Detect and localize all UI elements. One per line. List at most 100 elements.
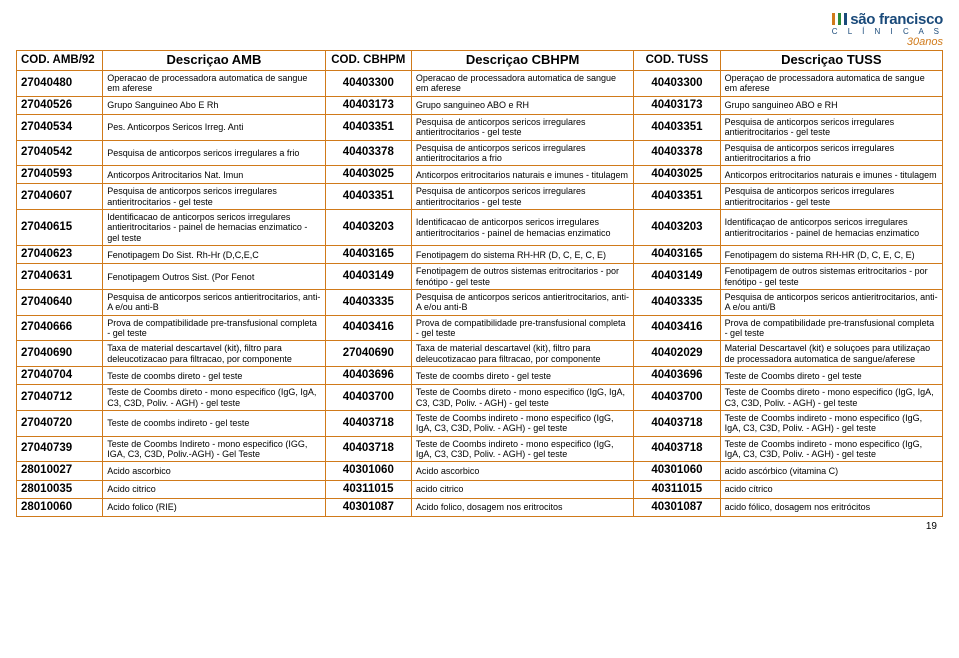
cell-desc: acido citrico <box>411 480 633 498</box>
cell-desc: Teste de Coombs Indireto - mono especifi… <box>103 436 325 462</box>
col-desc-cbhpm: Descriçao CBHPM <box>411 51 633 71</box>
cell-code: 27040631 <box>17 264 103 290</box>
cell-desc: Fenotipagem de outros sistemas eritrocit… <box>411 264 633 290</box>
cell-desc: Teste de coombs direto - gel teste <box>103 367 325 385</box>
cell-desc: Pesquisa de anticorpos sericos antieritr… <box>103 290 325 316</box>
table-row: 27040666Prova de compatibilidade pre-tra… <box>17 315 943 341</box>
cell-code: 40301087 <box>325 498 411 516</box>
cell-code: 27040690 <box>17 341 103 367</box>
cell-desc: Acido folico, dosagem nos eritrocitos <box>411 498 633 516</box>
cell-desc: Identificaçao de anticorpos sericos irre… <box>720 210 942 246</box>
cell-code: 40403149 <box>325 264 411 290</box>
col-cod-cbhpm: COD. CBHPM <box>325 51 411 71</box>
cell-code: 40403203 <box>325 210 411 246</box>
cell-desc: Prova de compatibilidade pre-transfusion… <box>103 315 325 341</box>
cell-desc: Acido ascorbico <box>411 462 633 480</box>
cell-desc: Teste de Coombs indireto - mono especifi… <box>411 436 633 462</box>
cell-code: 27040534 <box>17 114 103 140</box>
table-row: 27040720Teste de coombs indireto - gel t… <box>17 411 943 437</box>
table-row: 28010035Acido citrico40311015acido citri… <box>17 480 943 498</box>
cell-code: 40403378 <box>325 140 411 166</box>
cell-code: 40403416 <box>325 315 411 341</box>
cell-code: 40402029 <box>634 341 720 367</box>
cell-desc: Anticorpos eritrocitarios naturais e imu… <box>411 166 633 184</box>
cell-desc: Teste de Coombs indireto - mono especifi… <box>411 411 633 437</box>
codes-table: COD. AMB/92 Descriçao AMB COD. CBHPM Des… <box>16 50 943 517</box>
cell-desc: acido cítrico <box>720 480 942 498</box>
col-desc-amb: Descriçao AMB <box>103 51 325 71</box>
cell-desc: Taxa de material descartavel (kit), filt… <box>411 341 633 367</box>
cell-code: 40403203 <box>634 210 720 246</box>
brand-sub: C L Í N I C A S <box>832 28 943 36</box>
cell-desc: Teste de Coombs direto - gel teste <box>720 367 942 385</box>
brand-name: são francisco <box>832 12 943 27</box>
table-row: 27040534Pes. Anticorpos Sericos Irreg. A… <box>17 114 943 140</box>
cell-desc: Pesquisa de anticorpos sericos irregular… <box>103 184 325 210</box>
table-row: 27040526Grupo Sanguineo Abo E Rh40403173… <box>17 96 943 114</box>
table-row: 27040631Fenotipagem Outros Sist. (Por Fe… <box>17 264 943 290</box>
cell-desc: Operaçao de processadora automatica de s… <box>720 70 942 96</box>
cell-code: 27040526 <box>17 96 103 114</box>
cell-desc: acido ascórbico (vitamina C) <box>720 462 942 480</box>
cell-desc: Material Descartavel (kit) e soluçoes pa… <box>720 341 942 367</box>
cell-desc: Teste de Coombs direto - mono especifico… <box>720 385 942 411</box>
cell-code: 40301087 <box>634 498 720 516</box>
stripe-icon <box>838 13 841 25</box>
cell-desc: Acido folico (RIE) <box>103 498 325 516</box>
cell-code: 40403718 <box>325 436 411 462</box>
cell-desc: Prova de compatibilidade pre-transfusion… <box>411 315 633 341</box>
cell-desc: Grupo sanguineo ABO e RH <box>411 96 633 114</box>
cell-desc: Teste de Coombs indireto - mono especifi… <box>720 411 942 437</box>
table-row: 27040704Teste de coombs direto - gel tes… <box>17 367 943 385</box>
table-row: 28010060Acido folico (RIE)40301087Acido … <box>17 498 943 516</box>
cell-desc: Teste de Coombs indireto - mono especifi… <box>720 436 942 462</box>
cell-desc: Pesquisa de anticorpos sericos antieritr… <box>720 290 942 316</box>
cell-desc: Identificacao de anticorpos sericos irre… <box>411 210 633 246</box>
cell-code: 40403351 <box>325 114 411 140</box>
cell-code: 40403165 <box>634 246 720 264</box>
table-row: 27040712Teste de Coombs direto - mono es… <box>17 385 943 411</box>
cell-desc: Teste de coombs indireto - gel teste <box>103 411 325 437</box>
cell-code: 28010035 <box>17 480 103 498</box>
cell-desc: Teste de Coombs direto - mono especifico… <box>103 385 325 411</box>
cell-desc: Fenotipagem de outros sistemas eritrocit… <box>720 264 942 290</box>
cell-code: 40403300 <box>634 70 720 96</box>
table-body: 27040480Operacao de processadora automat… <box>17 70 943 516</box>
cell-desc: Fenotipagem do sistema RH-HR (D, C, E, C… <box>720 246 942 264</box>
brand-name-text: são francisco <box>850 11 943 28</box>
cell-code: 27040720 <box>17 411 103 437</box>
cell-code: 40301060 <box>634 462 720 480</box>
cell-code: 28010060 <box>17 498 103 516</box>
cell-desc: Grupo sanguineo ABO e RH <box>720 96 942 114</box>
table-row: 27040623Fenotipagem Do Sist. Rh-Hr (D,C,… <box>17 246 943 264</box>
cell-desc: Pesquisa de anticorpos sericos irregular… <box>720 114 942 140</box>
table-row: 27040593Anticorpos Aritrocitarios Nat. I… <box>17 166 943 184</box>
cell-desc: Fenotipagem do sistema RH-HR (D, C, E, C… <box>411 246 633 264</box>
cell-code: 27040607 <box>17 184 103 210</box>
brand-years: 30anos <box>832 37 943 48</box>
cell-code: 40403335 <box>325 290 411 316</box>
cell-desc: Pesquisa de anticorpos sericos irregular… <box>411 114 633 140</box>
cell-code: 40403025 <box>634 166 720 184</box>
cell-code: 40403700 <box>325 385 411 411</box>
cell-code: 27040712 <box>17 385 103 411</box>
cell-code: 40403351 <box>634 114 720 140</box>
table-row: 27040480Operacao de processadora automat… <box>17 70 943 96</box>
cell-code: 27040615 <box>17 210 103 246</box>
cell-code: 40311015 <box>634 480 720 498</box>
cell-desc: Anticorpos eritrocitarios naturais e imu… <box>720 166 942 184</box>
cell-code: 40403696 <box>325 367 411 385</box>
cell-desc: Pesquisa de anticorpos sericos irregular… <box>720 184 942 210</box>
cell-code: 27040480 <box>17 70 103 96</box>
stripe-icon <box>844 13 847 25</box>
cell-code: 40403335 <box>634 290 720 316</box>
stripe-icon <box>832 13 835 25</box>
cell-code: 40403378 <box>634 140 720 166</box>
cell-code: 40403696 <box>634 367 720 385</box>
col-cod-amb: COD. AMB/92 <box>17 51 103 71</box>
cell-desc: Grupo Sanguineo Abo E Rh <box>103 96 325 114</box>
cell-code: 40403300 <box>325 70 411 96</box>
cell-desc: Pes. Anticorpos Sericos Irreg. Anti <box>103 114 325 140</box>
cell-code: 40403165 <box>325 246 411 264</box>
cell-code: 40403718 <box>634 411 720 437</box>
